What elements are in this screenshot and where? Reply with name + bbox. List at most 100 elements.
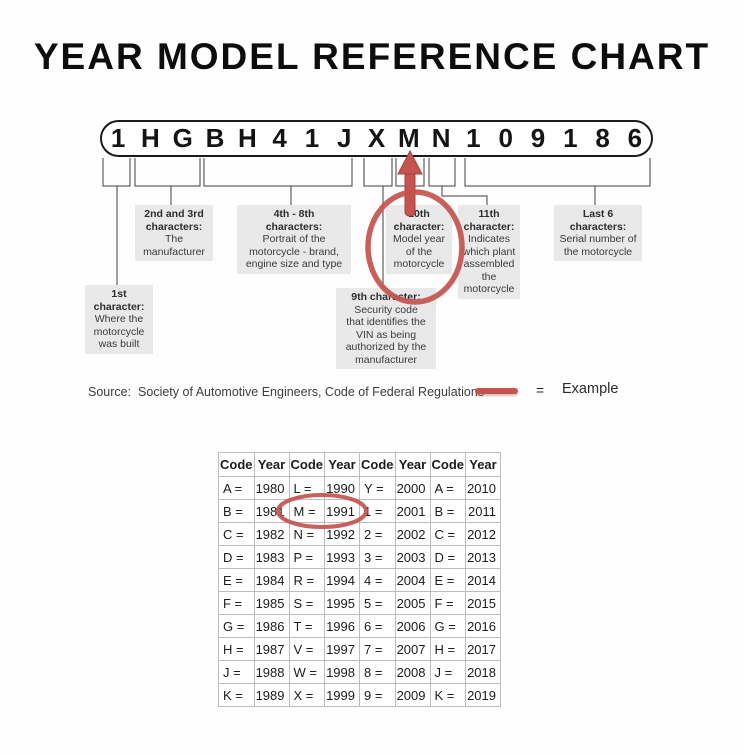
table-header-cell: Year xyxy=(253,452,290,477)
callout-text-line: motorcycle xyxy=(393,258,445,270)
vin-character: J xyxy=(336,123,352,153)
callout-2nd-3rd-characters: 2nd and 3rd characters: The manufacturer xyxy=(135,205,213,261)
code-cell: H = xyxy=(218,637,255,661)
year-cell: 2017 xyxy=(465,637,501,661)
callout-body: The manufacturer xyxy=(137,233,211,258)
year-cell: 1991 xyxy=(324,499,360,523)
code-cell: A = xyxy=(218,476,255,500)
code-cell: S = xyxy=(288,591,325,615)
year-cell: 1996 xyxy=(324,614,360,638)
callout-text-line: engine size and type xyxy=(245,258,343,270)
code-cell: 9 = xyxy=(359,683,396,707)
callout-body: Indicates which plant assembled the motorcyc… xyxy=(460,233,518,296)
code-cell: Y = xyxy=(359,476,396,500)
callout-text-line: motorcycle - brand, xyxy=(249,245,339,258)
year-cell: 1980 xyxy=(253,476,290,500)
year-cell: 2001 xyxy=(394,499,431,523)
table-row: D = 1983 P = 1993 3 = 2003 D = 2013 xyxy=(218,545,501,569)
callout-text-line: authorized by the xyxy=(345,341,427,353)
callout-text-line: character: xyxy=(463,220,515,233)
table-header-row: Code Year Code Year Code Year Code Year xyxy=(218,452,501,477)
code-cell: J = xyxy=(218,660,255,684)
code-cell: T = xyxy=(288,614,325,638)
year-cell: 1992 xyxy=(324,522,360,546)
vin-character: 8 xyxy=(595,123,610,153)
callout-body: Serial number of the motorcycle xyxy=(556,233,640,258)
year-cell: 1997 xyxy=(324,637,360,661)
code-cell: C = xyxy=(429,522,466,546)
year-cell: 1981 xyxy=(253,499,290,523)
callout-text-line: characters: xyxy=(569,220,627,233)
callout-last-6-characters: Last 6 characters: Serial number of the mo… xyxy=(554,205,642,261)
vin-character: 6 xyxy=(627,123,643,153)
callout-text-line: characters: xyxy=(145,220,203,233)
table-row: F = 1985 S = 1995 5 = 2005 F = 2015 xyxy=(218,591,501,615)
callout-text-line: the motorcycle xyxy=(563,245,633,258)
year-cell: 1998 xyxy=(324,660,360,684)
year-cell: 2014 xyxy=(465,568,501,592)
table-header-cell: Year xyxy=(324,452,360,477)
code-cell: H = xyxy=(429,637,466,661)
character-group-brackets xyxy=(102,158,651,187)
year-cell: 2007 xyxy=(394,637,431,661)
code-cell: B = xyxy=(218,499,255,523)
year-cell: 1984 xyxy=(253,568,290,592)
table-row: K = 1989 X = 1999 9 = 2009 K = 2019 xyxy=(218,683,501,707)
year-cell: 1990 xyxy=(324,476,360,500)
callout-text-line: manufacturer xyxy=(143,245,205,258)
callout-text-line: characters: xyxy=(265,220,323,233)
callout-heading: 1st character: xyxy=(87,288,151,313)
callout-heading: 11th character: xyxy=(460,208,518,233)
year-cell: 1985 xyxy=(253,591,290,615)
callout-text-line: 1st xyxy=(111,288,127,300)
code-cell: N = xyxy=(288,522,325,546)
vin-character: B xyxy=(205,123,225,153)
vin-character: G xyxy=(172,123,193,153)
vin-character: X xyxy=(367,123,386,153)
table-header-cell: Code xyxy=(218,452,255,477)
callout-text-line: Where the xyxy=(94,313,144,325)
code-cell: K = xyxy=(218,683,255,707)
year-cell: 2002 xyxy=(394,522,431,546)
callout-10th-character: 10th character: Model year of the motorcycl… xyxy=(386,205,452,274)
example-line-swatch xyxy=(475,388,518,394)
year-cell: 2010 xyxy=(465,476,501,500)
year-code-table: Code Year Code Year Code Year Code Year A = 1980… xyxy=(218,452,501,707)
code-cell: F = xyxy=(218,591,255,615)
year-cell: 2009 xyxy=(394,683,431,707)
year-cell: 2015 xyxy=(465,591,501,615)
callout-text-line: Indicates xyxy=(467,233,511,245)
year-cell: 1989 xyxy=(253,683,290,707)
callout-text-line: VIN as being xyxy=(355,328,417,341)
callout-text-line: which plant xyxy=(462,245,516,258)
vin-character: 1 xyxy=(466,123,481,153)
code-cell: 7 = xyxy=(359,637,396,661)
callout-text-line: 10th xyxy=(408,208,430,220)
code-cell: D = xyxy=(218,545,255,569)
callout-9th-character: 9th character: Security code that identif… xyxy=(336,288,436,369)
code-cell: F = xyxy=(429,591,466,615)
callout-text-line: manufacturer xyxy=(355,353,417,366)
callout-text-line: Last 6 xyxy=(582,208,614,220)
callout-text-line: 9th character: xyxy=(351,291,421,303)
code-cell: A = xyxy=(429,476,466,500)
code-cell: C = xyxy=(218,522,255,546)
code-cell: 1 = xyxy=(359,499,396,523)
year-cell: 2019 xyxy=(465,683,501,707)
table-header-cell: Year xyxy=(394,452,431,477)
code-cell: E = xyxy=(429,568,466,592)
vin-character: N xyxy=(431,123,451,153)
code-cell: P = xyxy=(288,545,325,569)
callout-11th-character: 11th character: Indicates which plant assem… xyxy=(458,205,520,299)
table-header-cell: Code xyxy=(429,452,466,477)
year-cell: 2000 xyxy=(394,476,431,500)
callout-text-line: character: xyxy=(93,300,145,313)
callout-text-line: 2nd and 3rd xyxy=(144,208,204,220)
callout-text-line: assembled xyxy=(463,258,515,270)
table-header-cell: Code xyxy=(359,452,396,477)
code-cell: J = xyxy=(429,660,466,684)
code-cell: W = xyxy=(288,660,325,684)
year-cell: 2008 xyxy=(394,660,431,684)
table-row: G = 1986 T = 1996 6 = 2006 G = 2016 xyxy=(218,614,501,638)
